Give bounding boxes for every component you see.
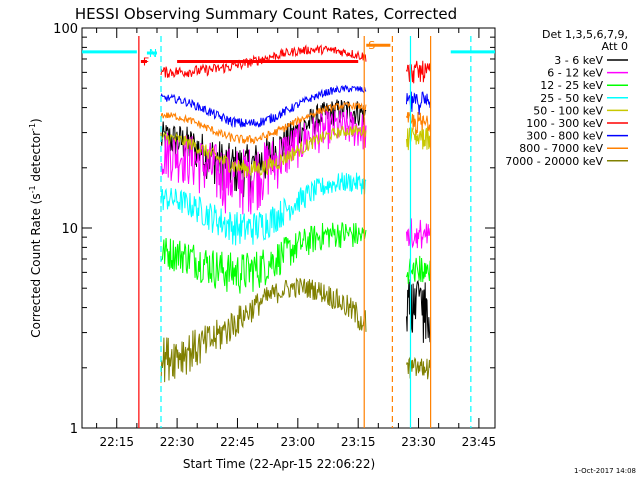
flag-label: F xyxy=(143,55,149,68)
plot-frame: 1 10 100 22:15 22:30 22:45 23:00 23:15 23:30 23:4… xyxy=(53,22,496,449)
series-trace xyxy=(160,172,367,246)
legend-label: 800 - 7000 keV xyxy=(519,142,603,155)
legend-header-line2: Att 0 xyxy=(602,40,628,53)
plot-border xyxy=(81,27,496,429)
series-1 xyxy=(160,109,431,249)
x-axis-label: Start Time (22-Apr-15 22:06:22) xyxy=(183,457,375,471)
x-tick-label: 23:00 xyxy=(281,435,316,449)
series-trace xyxy=(160,84,367,128)
series-3 xyxy=(160,172,367,246)
series-trace xyxy=(160,109,367,215)
series-7 xyxy=(160,101,431,145)
footer-timestamp: 1-Oct-2017 14:08 xyxy=(574,467,636,475)
series-5 xyxy=(160,44,431,84)
legend-label: 300 - 800 keV xyxy=(526,130,603,143)
flag-label: S xyxy=(368,39,375,52)
legend-label: 12 - 25 keV xyxy=(540,79,603,92)
data-layer xyxy=(160,44,431,383)
legend-label: 7000 - 20000 keV xyxy=(505,155,603,168)
legend-header-line1: Det 1,3,5,6,7,9, xyxy=(542,28,628,41)
legend-label: 100 - 300 keV xyxy=(526,117,603,130)
annotation-layer: FN S xyxy=(82,36,495,428)
legend-label: 50 - 100 keV xyxy=(533,104,603,117)
x-tick-label: 22:45 xyxy=(220,435,255,449)
series-6 xyxy=(160,84,431,128)
chart-title: HESSI Observing Summary Count Rates, Cor… xyxy=(75,5,457,23)
legend-label: 6 - 12 keV xyxy=(547,67,603,80)
x-tick-label: 23:30 xyxy=(401,435,436,449)
flag-label: N xyxy=(149,47,157,60)
legend-label: 3 - 6 keV xyxy=(554,54,603,67)
series-trace xyxy=(160,277,367,383)
series-trace xyxy=(160,44,367,79)
y-axis-label: Corrected Count Rate (s-1 detector-1) xyxy=(28,118,43,337)
series-trace xyxy=(160,222,367,294)
y-tick-label: 1 xyxy=(70,422,78,437)
x-tick-label: 23:45 xyxy=(462,435,497,449)
x-tick-label: 22:30 xyxy=(160,435,195,449)
y-tick-label: 10 xyxy=(61,222,78,237)
series-8 xyxy=(160,277,431,383)
y-tick-label: 100 xyxy=(53,22,78,37)
series-trace xyxy=(160,125,367,178)
x-tick-label: 23:15 xyxy=(341,435,376,449)
legend-label: 25 - 50 keV xyxy=(540,92,603,105)
series-2 xyxy=(160,222,431,294)
series-trace xyxy=(160,101,367,145)
x-tick-label: 22:15 xyxy=(99,435,134,449)
